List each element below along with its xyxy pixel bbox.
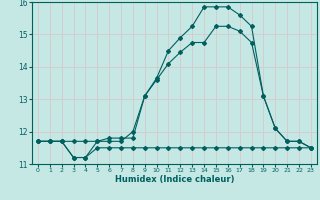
X-axis label: Humidex (Indice chaleur): Humidex (Indice chaleur)	[115, 175, 234, 184]
